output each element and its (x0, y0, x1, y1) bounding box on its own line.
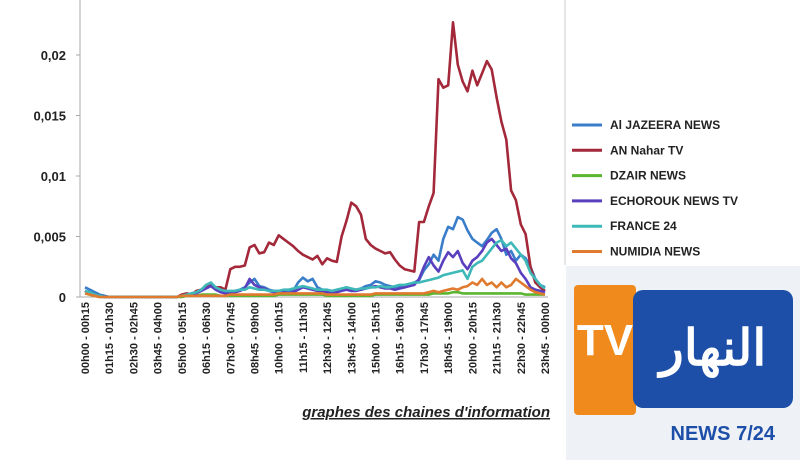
legend-label: DZAIR NEWS (610, 169, 686, 183)
x-tick-label: 20h00 - 20h15 (467, 302, 479, 374)
legend-label: ECHOROUK NEWS TV (610, 194, 738, 208)
y-tick-label: 0,015 (33, 109, 66, 124)
x-tick-label: 21h15 - 21h30 (492, 302, 504, 374)
logo-main-block (633, 290, 793, 408)
logo-tv-block (574, 285, 636, 415)
y-tick-label: 0,02 (41, 48, 66, 63)
x-tick-label: 11h15 - 11h30 (298, 302, 310, 373)
x-tick-label: 22h30 - 22h45 (516, 302, 528, 374)
logo-arabic: النهار (657, 320, 767, 378)
x-tick-label: 01h15 - 01h30 (104, 302, 116, 374)
x-tick-label: 00h00 - 00h15 (80, 302, 92, 374)
x-tick-label: 07h30 - 07h45 (225, 302, 237, 374)
y-tick-label: 0 (59, 290, 66, 305)
x-tick-label: 12h30 - 12h45 (322, 302, 334, 374)
logo: TV النهار NEWS 7/24 (566, 266, 800, 460)
x-tick-label: 03h45 - 04h00 (153, 302, 165, 374)
x-tick-label: 15h00 - 15h15 (371, 302, 383, 374)
legend-label: AN Nahar TV (610, 143, 683, 157)
legend-label: NUMIDIA NEWS (610, 245, 700, 259)
series-line (84, 277, 546, 299)
caption: graphes des chaines d'information (301, 404, 550, 421)
x-tick-label: 13h45 - 14h00 (346, 302, 358, 374)
x-tick-label: 05h00 - 05h15 (177, 302, 189, 374)
x-tick-label: 18h45 - 19h00 (443, 302, 455, 374)
logo-tagline: NEWS 7/24 (671, 423, 776, 445)
legend-label: FRANCE 24 (610, 219, 677, 233)
x-tick-label: 17h30 - 17h45 (419, 302, 431, 374)
x-tick-label: 16h15 - 16h30 (395, 302, 407, 374)
x-tick-label: 02h30 - 02h45 (128, 302, 140, 374)
y-tick-label: 0,005 (33, 230, 66, 245)
legend-label: Al JAZEERA NEWS (610, 118, 720, 132)
logo-tv: TV (577, 316, 634, 365)
x-tick-label: 23h45 - 00h00 (540, 302, 552, 374)
x-tick-label: 10h00 - 10h15 (274, 302, 286, 374)
x-tick-label: 08h45 - 09h00 (249, 302, 261, 374)
y-tick-label: 0,01 (41, 169, 66, 184)
x-tick-label: 06h15 - 06h30 (201, 302, 213, 374)
